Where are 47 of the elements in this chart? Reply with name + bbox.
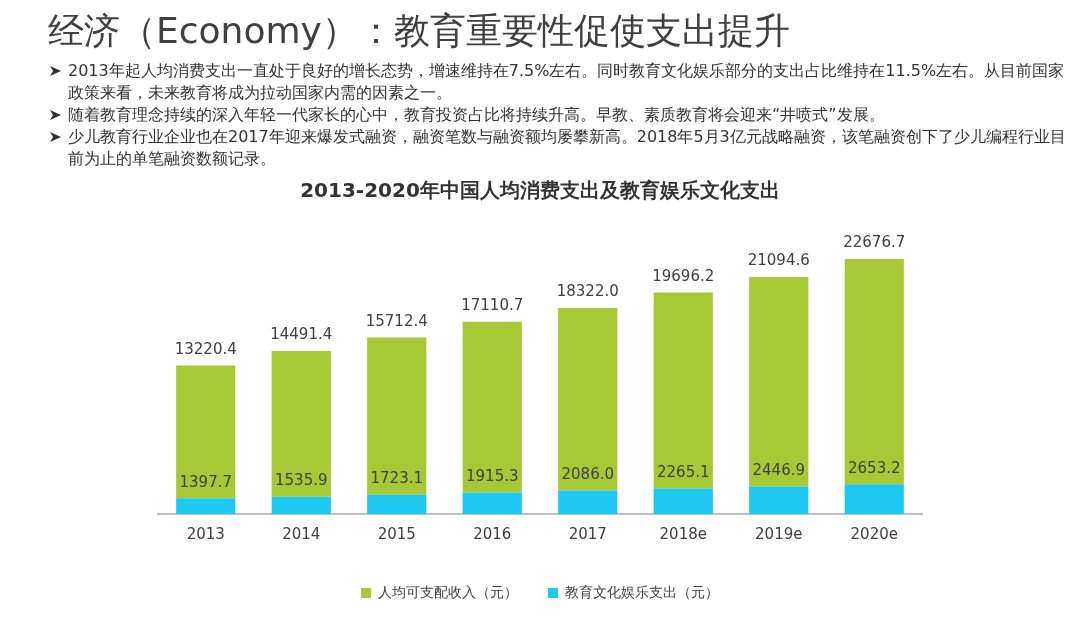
- x-tick-label: 2018e: [659, 524, 707, 543]
- x-tick-label: 2017: [568, 524, 607, 543]
- text: 2013年起人均消费支出一直处于良好的增长态势，增速维持在7.5%左右。同时教育文化娱乐部分的支出占比维持在11.5%左右。从目前国家政策来看，未来教育将成为拉动国家内需的因素之一。: [68, 61, 1065, 102]
- text: 少儿教育行业企业也在2017年迎来爆发式融资，融资笔数与融资额均屡攀新高。2018年5月3亿元战略融资，该笔融资创下了少儿编程行业目前为止的单笔融资数额记录。: [68, 127, 1066, 168]
- data-label: 2446.9: [752, 460, 805, 479]
- data-label: 1397.7: [179, 472, 232, 491]
- data-label: 2653.2: [848, 458, 901, 477]
- x-tick-label: 2016: [473, 524, 512, 543]
- legend-label: 教育文化娱乐支出（元）: [565, 583, 719, 600]
- legend-label: 人均可支配收入（元）: [378, 583, 518, 600]
- bar: [558, 308, 618, 491]
- total-label: 21094.6: [747, 251, 810, 270]
- x-tick-label: 2013: [186, 524, 225, 543]
- total-label: 19696.2: [652, 266, 715, 285]
- x-tick-label: 2015: [377, 524, 416, 543]
- chart-title: 经济（Economy）：教育重要性促使支出提升: [48, 9, 791, 53]
- bar: [176, 498, 236, 514]
- text: 随着教育理念持续的深入年轻一代家长的心中，教育投资占比将持续升高。早教、素质教育将会迎来“井喷式”发展。: [68, 105, 885, 124]
- bar: [176, 365, 236, 499]
- bar: [749, 486, 809, 514]
- data-label: 1915.3: [466, 466, 519, 485]
- data-label: 1723.1: [370, 469, 423, 488]
- bar: [749, 276, 809, 487]
- total-label: 22676.7: [843, 233, 906, 252]
- bar: [367, 337, 427, 495]
- bar: [653, 292, 713, 489]
- bar: [844, 484, 904, 514]
- total-label: 13220.4: [174, 339, 237, 358]
- total-label: 14491.4: [270, 325, 333, 344]
- chart-subtitle: 2013-2020年中国人均消费支出及教育娱乐文化支出: [300, 178, 780, 203]
- bar: [653, 488, 713, 514]
- bar: [462, 321, 522, 493]
- data-label: 2086.0: [561, 464, 614, 483]
- data-label: 2265.1: [657, 462, 710, 481]
- x-tick-label: 2019e: [755, 524, 803, 543]
- bar: [367, 494, 427, 514]
- x-tick-label: 2020e: [850, 524, 898, 543]
- total-label: 15712.4: [365, 311, 428, 330]
- bar: [558, 490, 618, 514]
- bar: [462, 492, 522, 514]
- x-tick-label: 2014: [282, 524, 321, 543]
- bar: [271, 351, 331, 497]
- total-label: 18322.0: [556, 282, 619, 301]
- bar: [271, 496, 331, 514]
- data-label: 1535.9: [275, 471, 328, 490]
- bar: [844, 259, 904, 485]
- total-label: 17110.7: [461, 296, 524, 315]
